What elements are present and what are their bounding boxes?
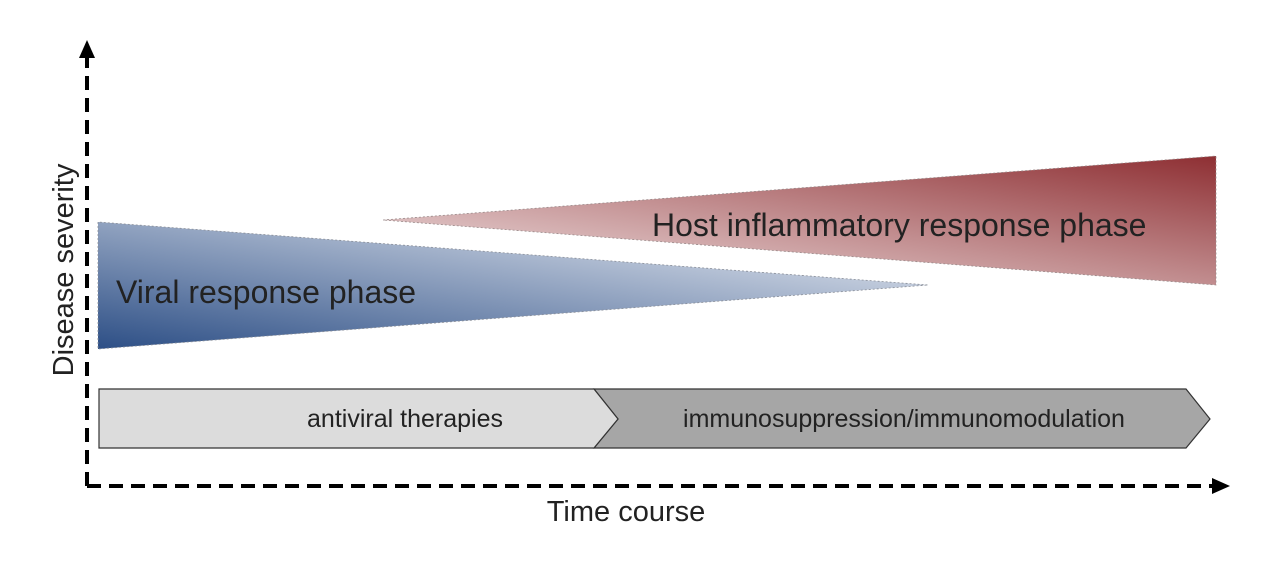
y-axis-label: Disease severity xyxy=(48,163,80,376)
antiviral-bar xyxy=(98,388,619,449)
inflammatory-phase-wedge xyxy=(382,155,1217,286)
viral-phase-wedge xyxy=(97,221,929,350)
x-axis-arrowhead xyxy=(1212,478,1230,494)
antiviral-therapies-label: antiviral therapies xyxy=(307,405,503,433)
y-axis-arrowhead xyxy=(79,40,95,58)
viral-phase-label: Viral response phase xyxy=(116,274,416,310)
inflammatory-phase-label: Host inflammatory response phase xyxy=(652,207,1146,243)
immunosuppression-label: immunosuppression/immunomodulation xyxy=(683,405,1125,433)
x-axis-label: Time course xyxy=(547,496,705,528)
